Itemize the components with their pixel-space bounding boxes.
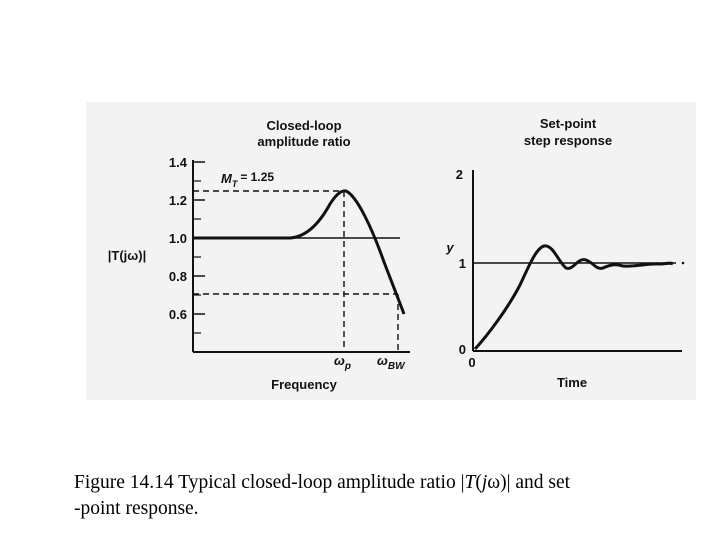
- step-response-curve: [473, 244, 674, 351]
- right-title-line2: step response: [524, 133, 612, 148]
- right-tick-label: 1: [459, 256, 466, 271]
- dashed-guides: [193, 190, 399, 352]
- caption-line-2: -point response.: [74, 498, 199, 519]
- left-tick-label: 0.8: [169, 269, 187, 284]
- left-tick-label: 1.4: [169, 155, 188, 170]
- amplitude-ratio-curve: [193, 189, 406, 315]
- caption-line-1: Figure 14.14 Typical closed-loop amplitu…: [74, 472, 571, 493]
- right-y-axis-label: y: [445, 240, 454, 255]
- step-response-plot: Set-point step response 2 1 0 0 y Time: [445, 116, 685, 390]
- left-title-line1: Closed-loop: [266, 118, 341, 133]
- left-tick-label: 0.6: [169, 307, 187, 322]
- amplitude-ratio-plot: Closed-loop amplitude ratio 1.4 1.2 1.0 …: [108, 118, 410, 392]
- omega-p-label: ωp: [334, 353, 351, 372]
- left-tick-label: 1.0: [169, 231, 187, 246]
- mt-annotation: MT = 1.25: [221, 170, 274, 189]
- omega-bw-label: ωBW: [377, 353, 406, 372]
- left-x-axis-label: Frequency: [271, 377, 338, 392]
- left-title-line2: amplitude ratio: [257, 134, 350, 149]
- right-tick-label: 0: [459, 342, 466, 357]
- right-title-line1: Set-point: [540, 116, 597, 131]
- right-tick-label: 2: [456, 167, 463, 182]
- figure-caption: Figure 14.14 Typical closed-loop amplitu…: [74, 470, 714, 522]
- left-y-axis-label: |T(jω)|: [108, 248, 146, 263]
- left-major-ticks: [193, 161, 205, 315]
- right-x-axis-label: Time: [557, 375, 587, 390]
- right-x-origin-label: 0: [468, 355, 475, 370]
- reference-line-end-dot: [681, 261, 685, 265]
- left-minor-ticks: [193, 180, 201, 334]
- left-tick-label: 1.2: [169, 193, 187, 208]
